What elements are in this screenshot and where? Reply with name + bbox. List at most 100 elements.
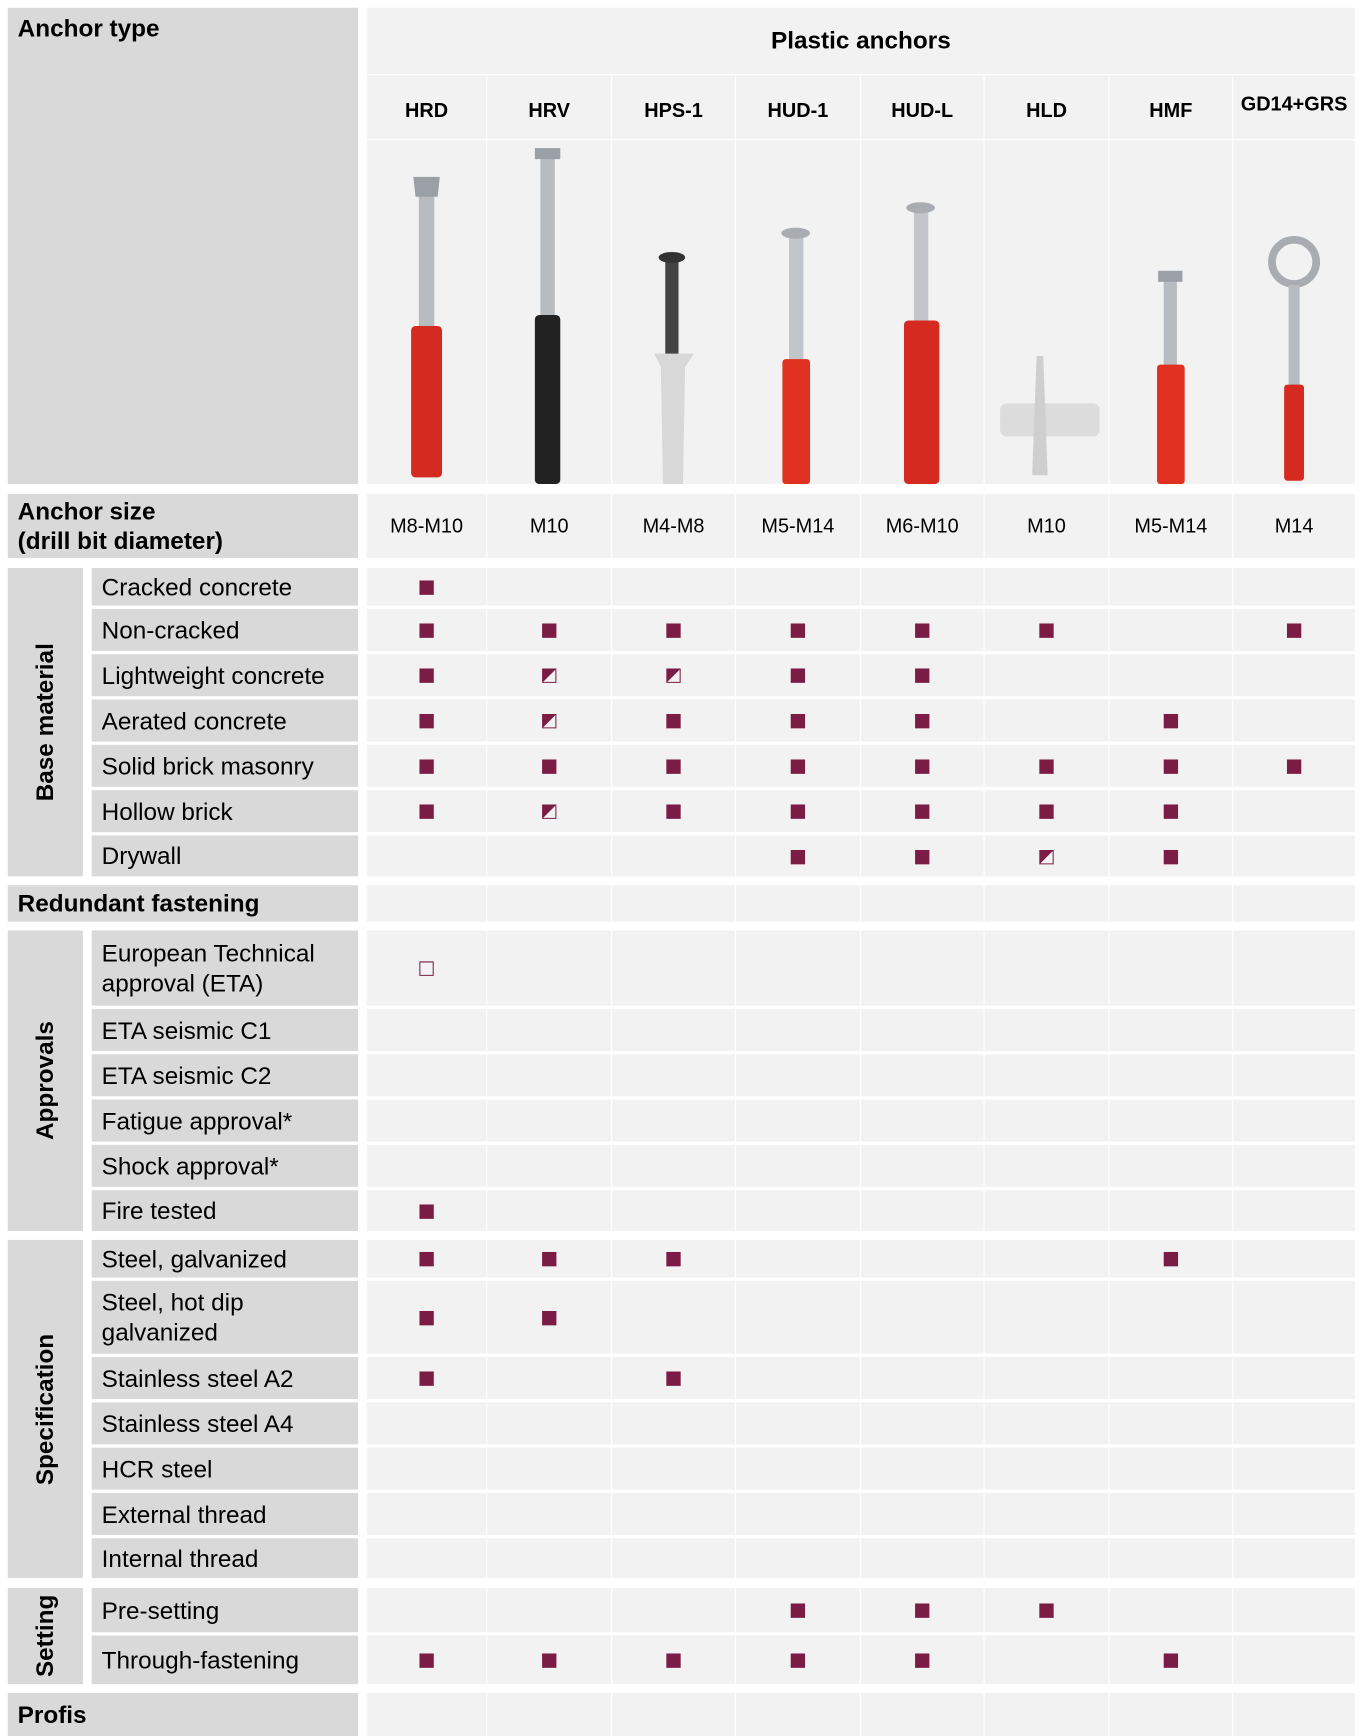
data-cell — [1109, 608, 1233, 651]
data-cell — [735, 1357, 860, 1400]
data-cell — [1233, 744, 1355, 787]
data-cell — [735, 1054, 860, 1097]
data-cell — [860, 1054, 984, 1097]
section-title: Base material — [7, 568, 83, 877]
mark: ■ — [417, 1648, 436, 1671]
data-cell — [1109, 790, 1233, 833]
mark: ■ — [417, 664, 436, 687]
data-cell — [860, 885, 984, 922]
mark: ■ — [1161, 1648, 1180, 1671]
data-cell — [860, 1099, 984, 1142]
data-cell — [1233, 1538, 1355, 1579]
anchor-size: M5-M14 — [1109, 493, 1233, 559]
column-name: GD14+GRS — [1233, 75, 1355, 140]
data-cell — [366, 1588, 487, 1633]
data-cell — [735, 790, 860, 833]
data-cell — [612, 1239, 735, 1278]
hmf-image — [1157, 270, 1185, 485]
data-cell — [984, 1492, 1109, 1535]
mark: ■ — [913, 800, 932, 823]
mark: ■ — [1037, 618, 1056, 641]
data-cell — [366, 1239, 487, 1278]
mark: ■ — [417, 709, 436, 732]
mark: ■ — [540, 1306, 559, 1329]
data-cell — [1233, 1402, 1355, 1445]
data-cell — [366, 930, 487, 1006]
mark: ■ — [417, 1199, 436, 1222]
data-cell — [860, 835, 984, 877]
data-cell — [1233, 1635, 1355, 1685]
anchor-type-header: Anchor type — [7, 7, 359, 485]
mark: ■ — [417, 1367, 436, 1390]
mark: ■ — [913, 844, 932, 867]
data-cell — [984, 568, 1109, 606]
mark: ■ — [913, 664, 932, 687]
data-cell — [366, 790, 487, 833]
data-cell — [366, 1402, 487, 1445]
row-label: Non-cracked — [91, 608, 359, 651]
data-cell — [1233, 930, 1355, 1006]
data-cell — [1109, 1447, 1233, 1490]
data-cell — [984, 1190, 1109, 1232]
mark: ■ — [664, 1247, 683, 1270]
data-cell — [366, 835, 487, 877]
mark: ◩ — [1037, 844, 1056, 867]
mark: ■ — [789, 709, 807, 732]
data-cell — [860, 1588, 984, 1633]
data-cell — [612, 1099, 735, 1142]
data-cell — [366, 1190, 487, 1232]
row-label: External thread — [91, 1492, 359, 1535]
mark: □ — [417, 957, 436, 980]
data-cell — [984, 608, 1109, 651]
size-label: Anchor size (drill bit diameter) — [7, 493, 359, 559]
data-cell — [984, 1693, 1109, 1736]
data-cell — [1109, 835, 1233, 877]
hudl-image — [903, 202, 940, 485]
data-cell — [860, 1447, 984, 1490]
data-cell — [1109, 1538, 1233, 1579]
mark: ◩ — [540, 709, 559, 732]
data-cell — [984, 1447, 1109, 1490]
gd14-image — [1268, 235, 1321, 481]
row-label: Cracked concrete — [91, 568, 359, 606]
data-cell — [487, 790, 612, 833]
data-cell — [1233, 608, 1355, 651]
row-label: Steel, hot dip galvanized — [91, 1280, 359, 1354]
mark: ◩ — [540, 664, 559, 687]
data-cell — [860, 608, 984, 651]
data-cell — [860, 1357, 984, 1400]
hps-image — [654, 251, 695, 485]
data-cell — [366, 1492, 487, 1535]
data-cell — [860, 1239, 984, 1278]
data-cell — [735, 1239, 860, 1278]
data-cell — [612, 835, 735, 877]
data-cell — [487, 568, 612, 606]
column-name: HMF — [1109, 75, 1233, 140]
data-cell — [612, 1054, 735, 1097]
data-cell — [1233, 1054, 1355, 1097]
data-cell — [735, 568, 860, 606]
data-cell — [612, 1144, 735, 1187]
mark: ■ — [417, 800, 436, 823]
data-cell — [612, 1538, 735, 1579]
data-cell — [735, 1402, 860, 1445]
row-label: Fatigue approval* — [91, 1099, 359, 1142]
data-cell — [487, 1144, 612, 1187]
data-cell — [860, 1144, 984, 1187]
section-title: Approvals — [7, 930, 83, 1232]
mark: ■ — [789, 664, 807, 687]
data-cell — [984, 654, 1109, 697]
data-cell — [1233, 1280, 1355, 1354]
data-cell — [1233, 1239, 1355, 1278]
mark: ■ — [540, 1648, 559, 1671]
hrd-image — [411, 176, 443, 478]
data-cell — [735, 1693, 860, 1736]
mark: ■ — [1161, 709, 1180, 732]
data-cell — [487, 1357, 612, 1400]
data-cell — [1233, 1693, 1355, 1736]
mark: ■ — [789, 618, 807, 641]
anchor-size: M10 — [984, 493, 1109, 559]
data-cell — [487, 699, 612, 742]
data-cell — [366, 1447, 487, 1490]
